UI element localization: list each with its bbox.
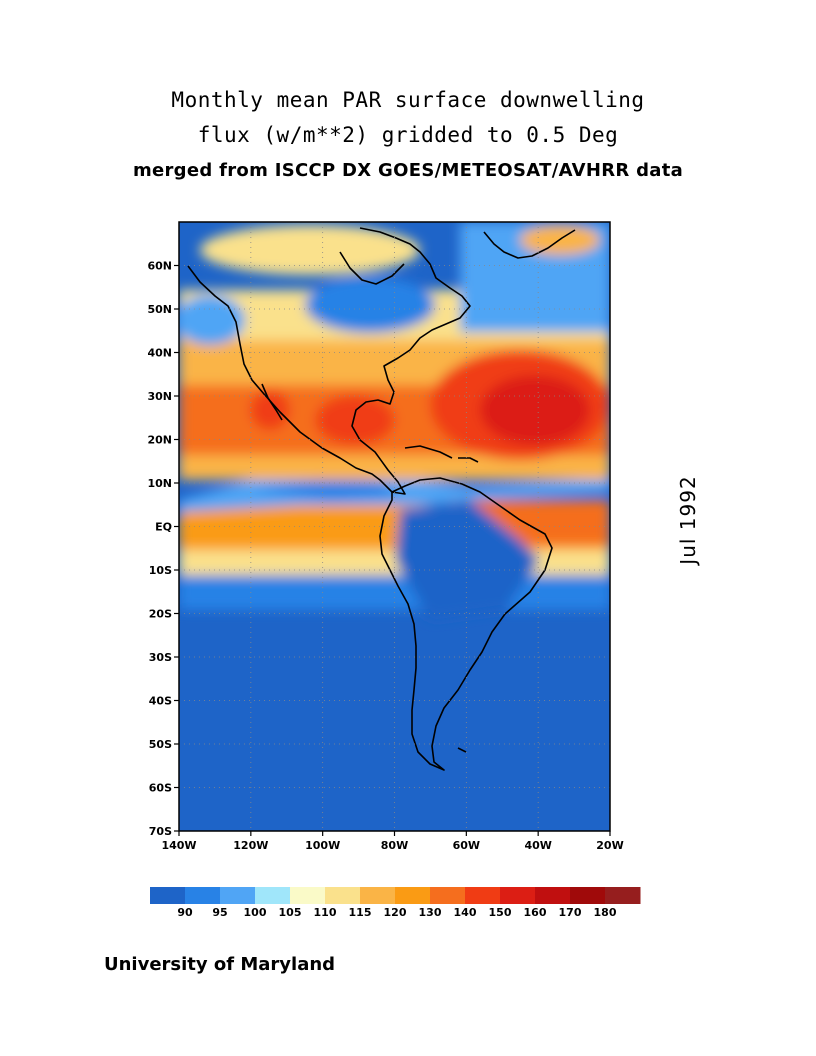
lon-tick-label: 140W	[161, 839, 196, 852]
colorbar-label: 130	[419, 906, 442, 919]
axis-ticks: 60N 50N 40N 30N 20N 10N EQ 10S 20S 30S 40S 50S 60S 70…	[147, 260, 623, 853]
coast-hudson	[339, 251, 405, 285]
colorbar-swatch	[255, 887, 291, 904]
footer-credit: University of Maryland	[104, 954, 336, 975]
lat-tick-label: 60N	[147, 260, 172, 273]
colorbar-swatch	[465, 887, 501, 904]
lat-tick-label: 70S	[149, 825, 172, 838]
colorbar-swatch	[220, 887, 256, 904]
field-max	[480, 375, 590, 445]
colorbar: 90 95 100 105 110 115 120 130 140 150 160 170 180	[150, 887, 641, 919]
lat-tick-label: 20N	[147, 434, 172, 447]
colorbar-label: 160	[524, 906, 547, 919]
colorbar-swatch	[290, 887, 326, 904]
title-line-3: merged from ISCCP DX GOES/METEOSAT/AVHRR…	[132, 160, 684, 181]
lat-tick-label: EQ	[155, 521, 172, 534]
colorbar-label: 180	[594, 906, 617, 919]
field-max	[315, 395, 395, 445]
title-line-2: flux (w/m**2) gridded to 0.5 Deg	[197, 123, 619, 147]
lon-tick-label: 80W	[381, 839, 408, 852]
date-label: Jul 1992	[676, 475, 700, 565]
lat-tick-label: 20S	[149, 608, 172, 621]
lat-tick-label: 40S	[149, 695, 172, 708]
lat-tick-label: 10N	[147, 477, 172, 490]
coast-north-america	[187, 227, 471, 495]
colorbar-swatch	[500, 887, 536, 904]
colorbar-label: 100	[244, 906, 267, 919]
coast-south-america	[379, 477, 553, 771]
coast-greenland	[483, 229, 576, 259]
colorbar-swatch	[150, 887, 186, 904]
title-line-1: Monthly mean PAR surface downwelling	[171, 88, 645, 112]
field-max	[250, 390, 290, 430]
field-low	[305, 277, 435, 333]
lon-tick-label: 40W	[524, 839, 551, 852]
colorbar-swatch	[395, 887, 431, 904]
field-band	[250, 478, 400, 500]
colorbar-label: 95	[212, 906, 227, 919]
colorbar-label: 140	[454, 906, 477, 919]
lat-tick-label: 50N	[147, 303, 172, 316]
gridlines	[179, 222, 610, 831]
colorbar-label: 105	[279, 906, 302, 919]
lon-tick-label: 60W	[453, 839, 480, 852]
colorbar-label: 170	[559, 906, 582, 919]
colorbar-swatch	[570, 887, 606, 904]
lon-tick-label: 100W	[305, 839, 340, 852]
colorbar-label: 110	[314, 906, 337, 919]
colorbar-label: 120	[384, 906, 407, 919]
colorbar-swatch	[535, 887, 571, 904]
colorbar-swatch	[430, 887, 466, 904]
colorbar-swatch	[605, 887, 641, 904]
colorbar-label: 150	[489, 906, 512, 919]
coast-hispaniola	[458, 457, 479, 463]
date-label-box: Jul 1992	[668, 475, 708, 564]
lon-tick-label: 20W	[596, 839, 623, 852]
field-low	[395, 500, 540, 620]
coast-baja	[261, 383, 283, 421]
lat-tick-label: 30N	[147, 390, 172, 403]
lat-tick-label: 60S	[149, 782, 172, 795]
colorbar-swatch	[185, 887, 221, 904]
coastlines	[187, 227, 576, 771]
colorbar-label: 90	[177, 906, 193, 919]
colorbar-label: 115	[349, 906, 372, 919]
lat-tick-label: 40N	[147, 347, 172, 360]
lat-tick-label: 50S	[149, 738, 172, 751]
colorbar-swatch	[325, 887, 361, 904]
lon-tick-label: 120W	[233, 839, 268, 852]
coast-cuba	[404, 445, 453, 459]
field-band	[200, 225, 420, 275]
lat-tick-label: 10S	[149, 564, 172, 577]
lat-tick-label: 30S	[149, 651, 172, 664]
coast-falklands	[457, 747, 467, 753]
colorbar-swatch	[360, 887, 396, 904]
